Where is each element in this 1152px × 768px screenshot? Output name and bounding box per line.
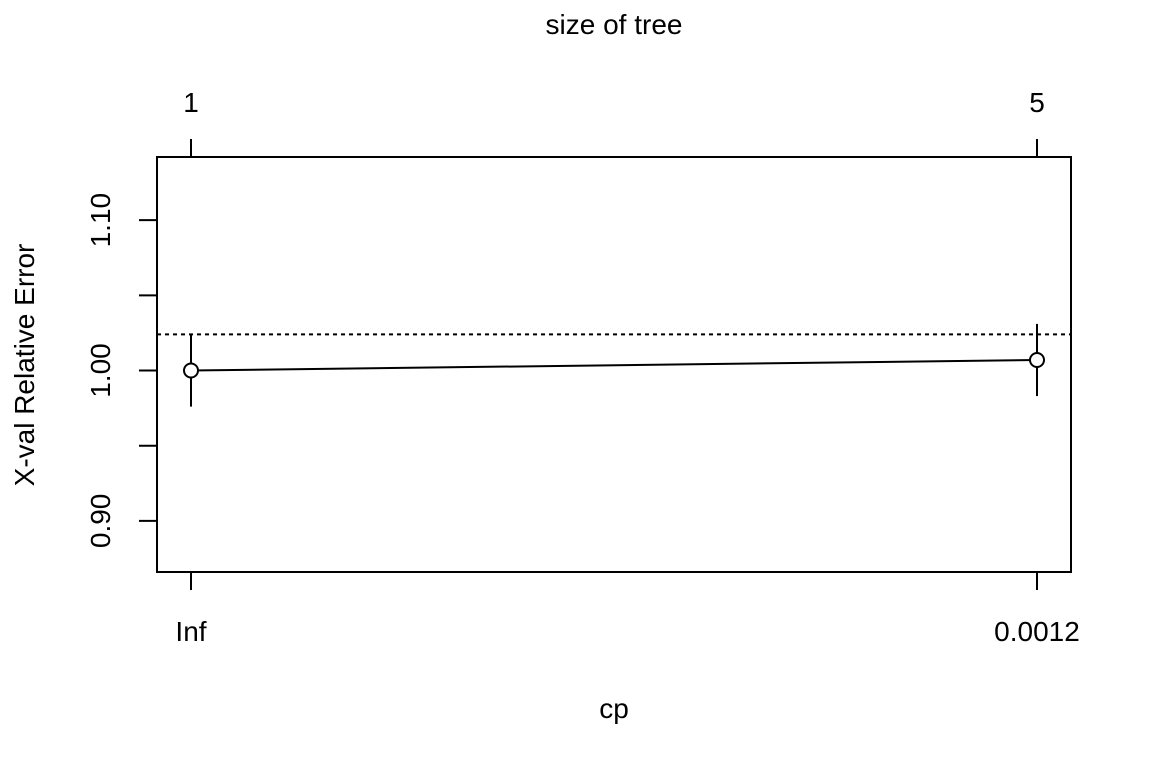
x-axis-title: cp — [599, 693, 629, 724]
y-tick-label: 1.10 — [85, 193, 116, 248]
data-point — [183, 362, 199, 379]
series-line — [190, 358, 1038, 372]
top-tick-label: 1 — [183, 87, 199, 118]
y-tick-label: 0.90 — [85, 494, 116, 549]
y-axis-title: X-val Relative Error — [9, 244, 40, 487]
data-point — [1029, 351, 1045, 368]
x-tick-label: 0.0012 — [994, 616, 1080, 647]
plot-frame — [156, 156, 1072, 573]
top-tick-label: 5 — [1029, 87, 1045, 118]
top-axis-title: size of tree — [546, 9, 683, 40]
y-tick-label: 1.00 — [85, 343, 116, 398]
x-tick-label: Inf — [175, 616, 206, 647]
